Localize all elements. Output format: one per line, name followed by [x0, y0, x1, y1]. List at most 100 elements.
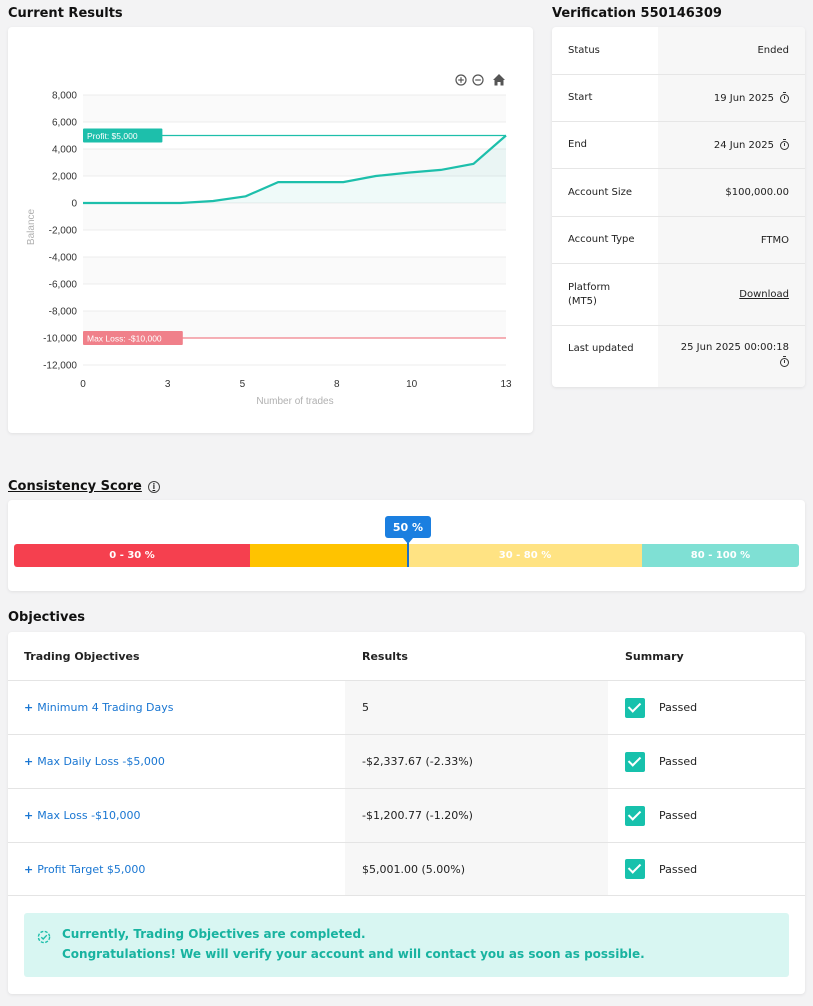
- objective-link[interactable]: Max Loss -$10,000: [37, 809, 141, 822]
- summary-text: Passed: [659, 809, 698, 822]
- account-size-label: Account Size: [568, 186, 633, 198]
- segment-mid-label: 30 - 80 %: [498, 550, 552, 561]
- summary-cell: Passed: [608, 735, 805, 788]
- last-updated-text: 25 Jun 2025 00:00:18: [680, 342, 789, 353]
- verification-card: Status Ended Start 19 Jun 2025 End 24 Ju…: [552, 27, 805, 387]
- consistency-bar: 0 - 30 % 30 - 80 % 80 - 100 %: [14, 544, 799, 567]
- start-value: 19 Jun 2025: [658, 75, 805, 121]
- current-results-title: Current Results: [8, 6, 123, 21]
- status-label: Status: [568, 44, 600, 56]
- objective-cell[interactable]: + Max Loss -$10,000: [8, 789, 345, 842]
- y-tick-label: 6,000: [52, 118, 77, 129]
- account-size-row: Account Size $100,000.00: [552, 169, 805, 217]
- end-row: End 24 Jun 2025: [552, 122, 805, 169]
- grid-band: [83, 176, 506, 203]
- grid-band: [83, 230, 506, 257]
- score-marker-line: [407, 540, 409, 567]
- start-row: Start 19 Jun 2025: [552, 75, 805, 122]
- verification-title: Verification 550146309: [552, 6, 722, 21]
- last-updated-value: 25 Jun 2025 00:00:18: [658, 326, 805, 387]
- clock-icon: [780, 138, 789, 150]
- consistency-card: 0 - 30 % 30 - 80 % 80 - 100 % 50 %: [8, 500, 805, 591]
- series-line: [83, 134, 507, 205]
- balance-chart: Profit: $5,000 Max Loss: -$10,000 8,000 6,…: [26, 74, 512, 407]
- result-cell: -$1,200.77 (-1.20%): [345, 789, 608, 842]
- objective-link[interactable]: Minimum 4 Trading Days: [37, 701, 174, 714]
- check-icon: [625, 859, 645, 879]
- y-tick-label: -4,000: [49, 253, 78, 264]
- table-row: + Max Loss -$10,000 -$1,200.77 (-1.20%) P…: [8, 788, 805, 842]
- segment-low-label: 0 - 30 %: [109, 550, 155, 561]
- score-badge-arrow: [403, 538, 413, 544]
- x-tick-label: 3: [165, 379, 171, 390]
- summary-cell: Passed: [608, 789, 805, 842]
- table-row: + Profit Target $5,000 $5,001.00 (5.00%) …: [8, 842, 805, 896]
- consistency-score-title: Consistency Score i: [8, 479, 160, 494]
- segment-progress: [250, 544, 408, 567]
- objective-link[interactable]: Max Daily Loss -$5,000: [37, 755, 165, 768]
- current-results-card: Profit: $5,000 Max Loss: -$10,000 8,000 6,…: [8, 27, 533, 433]
- status-row: Status Ended: [552, 27, 805, 75]
- table-row: + Minimum 4 Trading Days 5 Passed: [8, 680, 805, 734]
- platform-label: Platform (MT5): [568, 281, 611, 307]
- account-type-text: FTMO: [760, 234, 789, 246]
- y-tick-label: -8,000: [49, 307, 78, 318]
- grid-band: [83, 95, 506, 122]
- objective-link[interactable]: Profit Target $5,000: [37, 862, 146, 876]
- x-tick-label: 13: [500, 379, 512, 390]
- account-size-value: $100,000.00: [658, 169, 805, 216]
- segment-low: 0 - 30 %: [14, 544, 250, 567]
- home-icon[interactable]: [493, 74, 505, 86]
- platform-value: Download: [658, 264, 805, 325]
- y-tick-label: -2,000: [49, 226, 78, 237]
- download-link[interactable]: Download: [739, 289, 789, 300]
- account-size-text: $100,000.00: [725, 187, 789, 198]
- objective-cell[interactable]: + Profit Target $5,000: [8, 843, 345, 895]
- reference-label: Profit: $5,000: [87, 131, 138, 141]
- objective-cell[interactable]: + Max Daily Loss -$5,000: [8, 735, 345, 788]
- grid-band: [83, 203, 506, 230]
- summary-cell: Passed: [608, 843, 805, 895]
- verified-icon: [37, 930, 51, 944]
- x-tick-label: 10: [406, 379, 418, 390]
- y-tick-label: 2,000: [52, 172, 77, 183]
- y-tick-label: 4,000: [52, 145, 77, 156]
- summary-text: Passed: [659, 701, 698, 714]
- last-updated-label: Last updated: [568, 343, 634, 354]
- result-cell: $5,001.00 (5.00%): [345, 843, 608, 895]
- summary-cell: Passed: [608, 681, 805, 734]
- y-tick-label: 0: [71, 199, 77, 210]
- y-tick-label: -6,000: [49, 280, 78, 291]
- check-icon: [625, 697, 645, 718]
- header-results: Results: [362, 650, 408, 663]
- zoom-out-icon[interactable]: [472, 74, 484, 86]
- y-tick-label: -10,000: [43, 334, 77, 345]
- end-label: End: [568, 139, 588, 150]
- x-tick-label: 8: [334, 379, 340, 390]
- x-axis-label: Number of trades: [256, 396, 333, 407]
- check-icon: [625, 805, 645, 826]
- account-type-value: FTMO: [658, 217, 805, 263]
- score-label: 50 %: [392, 520, 424, 534]
- y-axis-label: Balance: [26, 208, 37, 245]
- reference-label-bg: [83, 331, 183, 345]
- start-date: 19 Jun 2025: [713, 92, 774, 104]
- end-value: 24 Jun 2025: [658, 122, 805, 168]
- consistency-score-text: Consistency Score: [8, 479, 142, 494]
- objective-cell[interactable]: + Minimum 4 Trading Days: [8, 681, 345, 734]
- reference-label: Max Loss: -$10,000: [87, 334, 162, 344]
- zoom-in-icon[interactable]: [455, 74, 467, 86]
- table-row: + Max Daily Loss -$5,000 -$2,337.67 (-2.3…: [8, 734, 805, 788]
- clock-icon: [780, 91, 789, 103]
- platform-row: Platform (MT5) Download: [552, 264, 805, 326]
- end-date: 24 Jun 2025: [713, 139, 774, 151]
- objectives-title: Objectives: [8, 610, 86, 625]
- plus-icon: +: [24, 809, 34, 822]
- score-badge: 50 %: [385, 516, 431, 538]
- result-cell: -$2,337.67 (-2.33%): [345, 735, 608, 788]
- completion-notice: Currently, Trading Objectives are comple…: [24, 913, 789, 977]
- plus-icon: +: [24, 755, 34, 768]
- series-area: [83, 135, 506, 203]
- objectives-card: Trading Objectives Results Summary + Mini…: [8, 632, 805, 994]
- info-icon[interactable]: i: [147, 480, 160, 493]
